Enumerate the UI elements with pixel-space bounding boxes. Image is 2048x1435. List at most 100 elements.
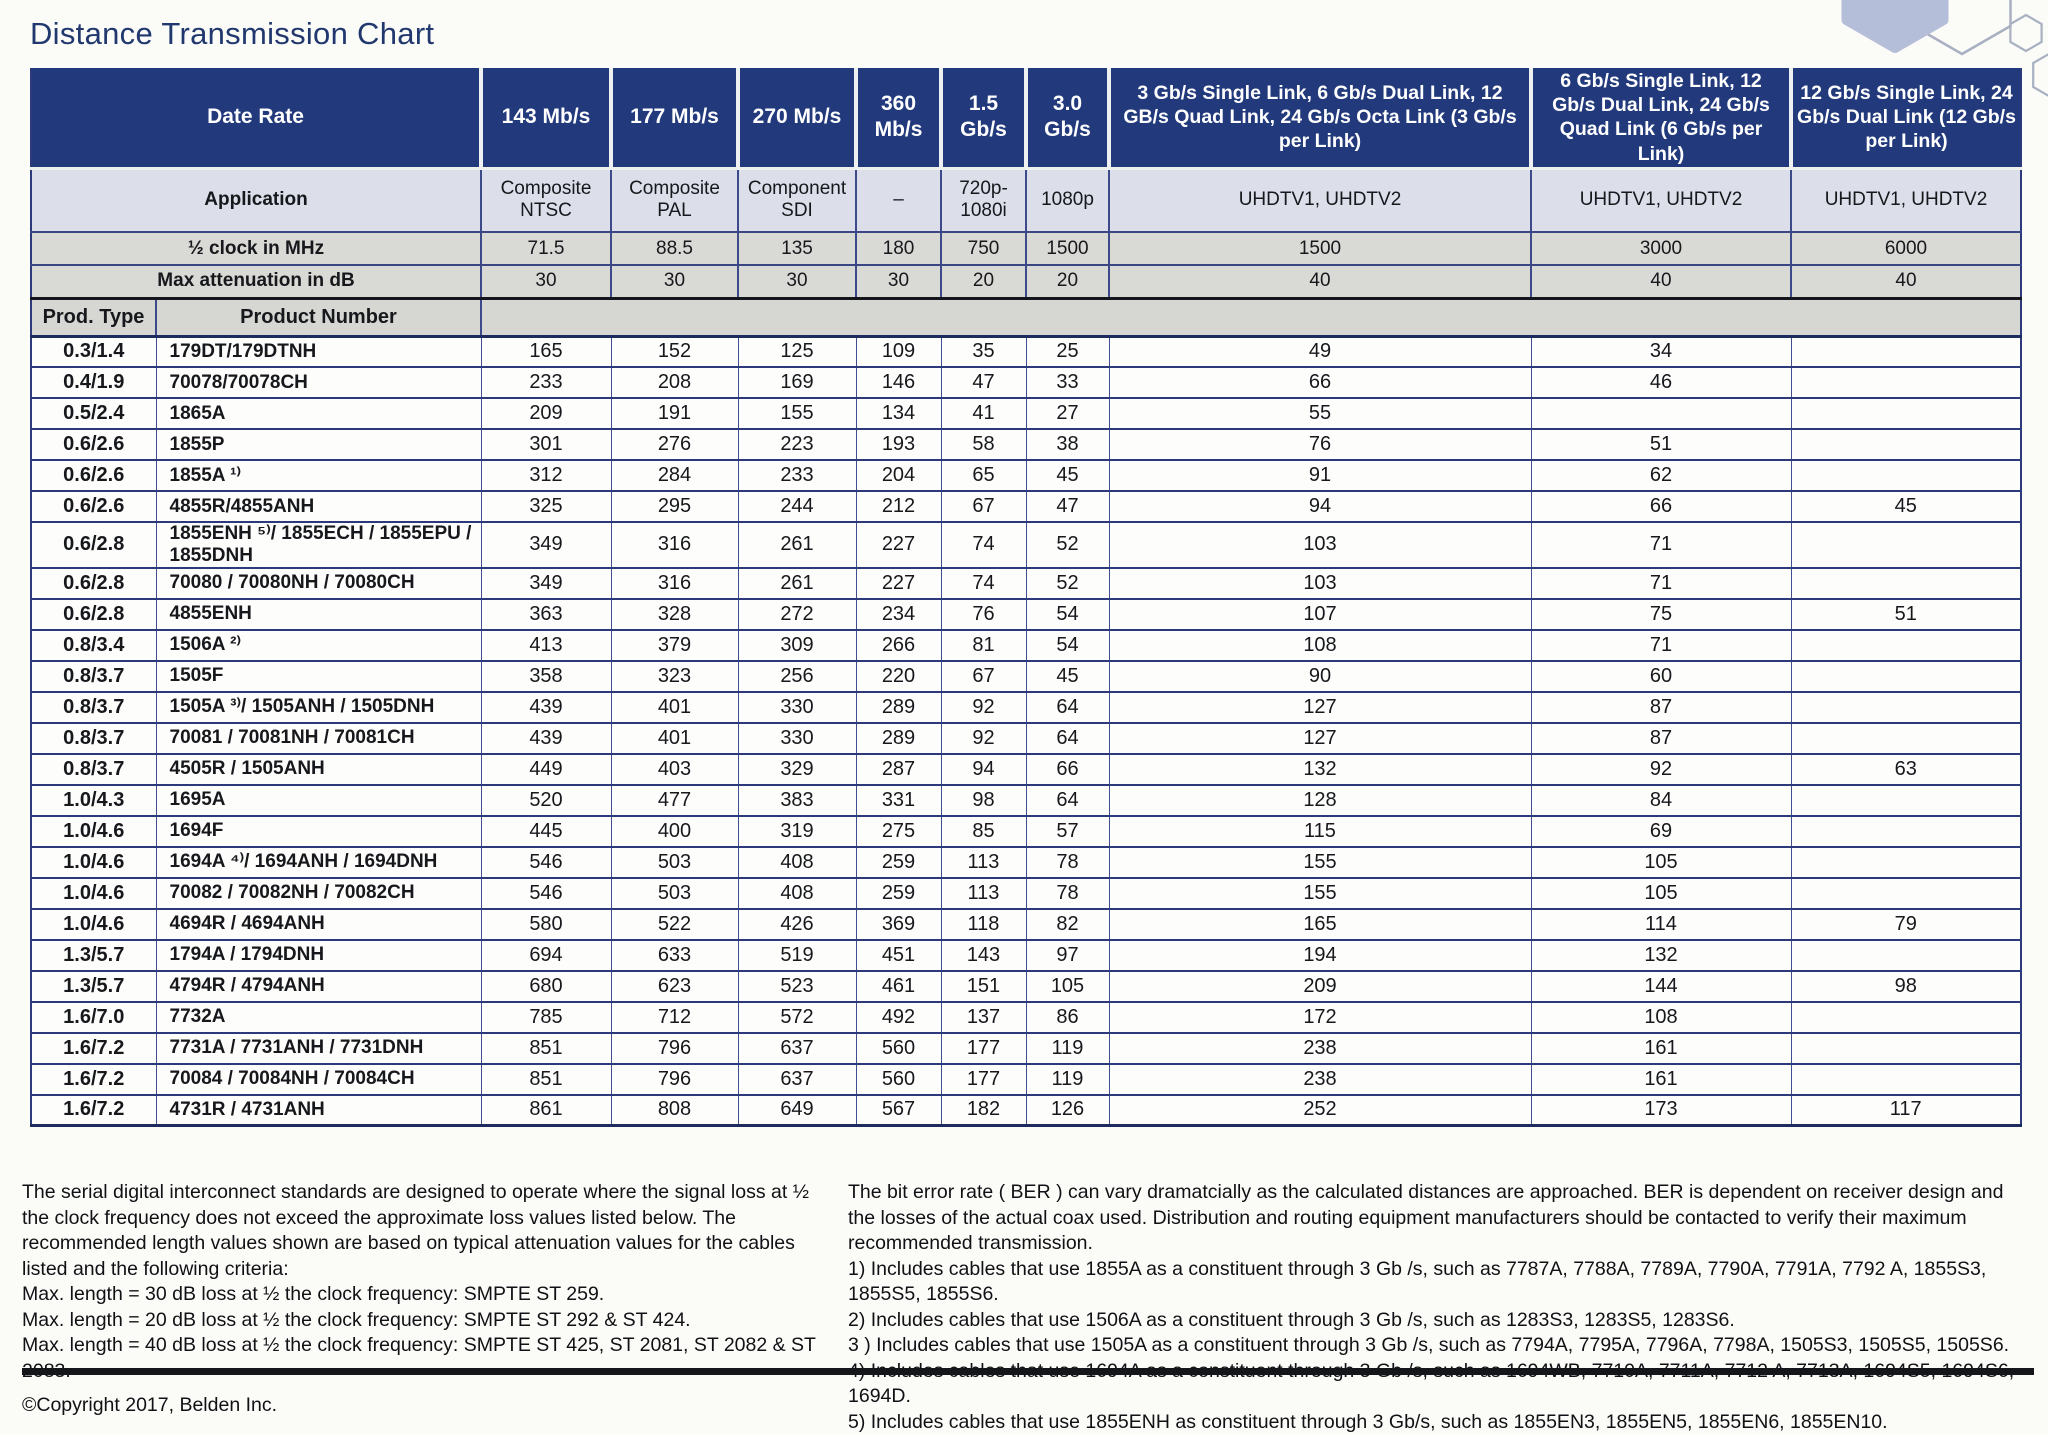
- prod-type-cell: 1.6/7.2: [31, 1095, 156, 1126]
- distance-value-cell: 132: [1109, 754, 1531, 785]
- product-number-cell: 70080 / 70080NH / 70080CH: [156, 568, 481, 599]
- prod-type-cell: 0.6/2.6: [31, 429, 156, 460]
- distance-value-cell: [1791, 522, 2021, 568]
- distance-value-cell: 90: [1109, 661, 1531, 692]
- prod-type-cell: 0.6/2.8: [31, 522, 156, 568]
- prod-type-cell: 1.3/5.7: [31, 940, 156, 971]
- distance-value-cell: 369: [856, 909, 941, 940]
- data-rate-header-cell: 12 Gb/s Single Link, 24 Gb/s Dual Link (…: [1791, 68, 2021, 168]
- distance-value-cell: 60: [1531, 661, 1791, 692]
- distance-value-cell: 234: [856, 599, 941, 630]
- page-title: Distance Transmission Chart: [30, 16, 434, 52]
- distance-value-cell: 503: [611, 847, 738, 878]
- distance-value-cell: 272: [738, 599, 856, 630]
- distance-value-cell: 65: [941, 460, 1026, 491]
- distance-value-cell: [1791, 847, 2021, 878]
- distance-value-cell: [1791, 336, 2021, 367]
- product-header-blank: [481, 298, 2021, 336]
- distance-value-cell: 49: [1109, 336, 1531, 367]
- footnote-line: 4) Includes cables that use 1694A as a c…: [848, 1359, 2030, 1410]
- distance-value-cell: 503: [611, 878, 738, 909]
- distance-value-cell: [1791, 568, 2021, 599]
- bottom-rule: [22, 1368, 2034, 1375]
- distance-value-cell: 108: [1109, 630, 1531, 661]
- distance-value-cell: 244: [738, 491, 856, 522]
- max-attenuation-cell: 30: [856, 265, 941, 298]
- distance-value-cell: 87: [1531, 723, 1791, 754]
- data-rate-header-cell: 270 Mb/s: [738, 68, 856, 168]
- ber-paragraph: The bit error rate ( BER ) can vary dram…: [848, 1180, 2030, 1257]
- distance-value-cell: 289: [856, 692, 941, 723]
- distance-value-cell: 165: [481, 336, 611, 367]
- distance-value-cell: 64: [1026, 692, 1109, 723]
- product-number-cell: 7731A / 7731ANH / 7731DNH: [156, 1033, 481, 1064]
- distance-value-cell: 52: [1026, 568, 1109, 599]
- distance-value-cell: 523: [738, 971, 856, 1002]
- distance-value-cell: 146: [856, 367, 941, 398]
- clock-mhz-cell: 3000: [1531, 232, 1791, 265]
- distance-value-cell: 84: [1531, 785, 1791, 816]
- distance-value-cell: 477: [611, 785, 738, 816]
- distance-value-cell: 169: [738, 367, 856, 398]
- distance-value-cell: 208: [611, 367, 738, 398]
- footnote-right-column: The bit error rate ( BER ) can vary dram…: [848, 1180, 2030, 1435]
- product-header-row: Prod. Type Product Number: [31, 298, 2021, 336]
- distance-value-cell: 132: [1531, 940, 1791, 971]
- clock-mhz-cell: 71.5: [481, 232, 611, 265]
- distance-value-cell: 851: [481, 1064, 611, 1095]
- distance-value-cell: 103: [1109, 568, 1531, 599]
- distance-value-cell: 118: [941, 909, 1026, 940]
- distance-value-cell: 54: [1026, 630, 1109, 661]
- criteria-line: Max. length = 20 dB loss at ½ the clock …: [22, 1308, 822, 1334]
- distance-value-cell: 261: [738, 522, 856, 568]
- distance-value-cell: 173: [1531, 1095, 1791, 1126]
- distance-value-cell: 81: [941, 630, 1026, 661]
- distance-value-cell: 94: [1109, 491, 1531, 522]
- footnote-left-column: The serial digital interconnect standard…: [22, 1180, 822, 1435]
- distance-value-cell: 144: [1531, 971, 1791, 1002]
- application-cell: –: [856, 168, 941, 232]
- distance-value-cell: [1791, 429, 2021, 460]
- distance-value-cell: 259: [856, 847, 941, 878]
- distance-value-cell: 66: [1026, 754, 1109, 785]
- distance-value-cell: 155: [1109, 847, 1531, 878]
- criteria-line: Max. length = 40 dB loss at ½ the clock …: [22, 1333, 822, 1384]
- application-cell: Component SDI: [738, 168, 856, 232]
- distance-value-cell: 119: [1026, 1033, 1109, 1064]
- distance-value-cell: 259: [856, 878, 941, 909]
- distance-value-cell: 861: [481, 1095, 611, 1126]
- data-rate-header-cell: 143 Mb/s: [481, 68, 611, 168]
- data-rate-header-cell: 6 Gb/s Single Link, 12 Gb/s Dual Link, 2…: [1531, 68, 1791, 168]
- distance-value-cell: 47: [1026, 491, 1109, 522]
- distance-value-cell: 67: [941, 661, 1026, 692]
- distance-value-cell: 329: [738, 754, 856, 785]
- data-rate-header-cell: 177 Mb/s: [611, 68, 738, 168]
- distance-value-cell: 349: [481, 568, 611, 599]
- distance-value-cell: 461: [856, 971, 941, 1002]
- standards-paragraph: The serial digital interconnect standard…: [22, 1180, 822, 1282]
- distance-value-cell: 295: [611, 491, 738, 522]
- distance-value-cell: 51: [1791, 599, 2021, 630]
- distance-value-cell: 284: [611, 460, 738, 491]
- distance-value-cell: 451: [856, 940, 941, 971]
- distance-value-cell: 319: [738, 816, 856, 847]
- distance-value-cell: [1791, 723, 2021, 754]
- data-rate-header-cell: 3.0 Gb/s: [1026, 68, 1109, 168]
- distance-value-cell: 58: [941, 429, 1026, 460]
- distance-value-cell: 379: [611, 630, 738, 661]
- distance-value-cell: 520: [481, 785, 611, 816]
- distance-value-cell: 316: [611, 568, 738, 599]
- distance-value-cell: 92: [1531, 754, 1791, 785]
- application-cell: Composite PAL: [611, 168, 738, 232]
- distance-value-cell: [1791, 1064, 2021, 1095]
